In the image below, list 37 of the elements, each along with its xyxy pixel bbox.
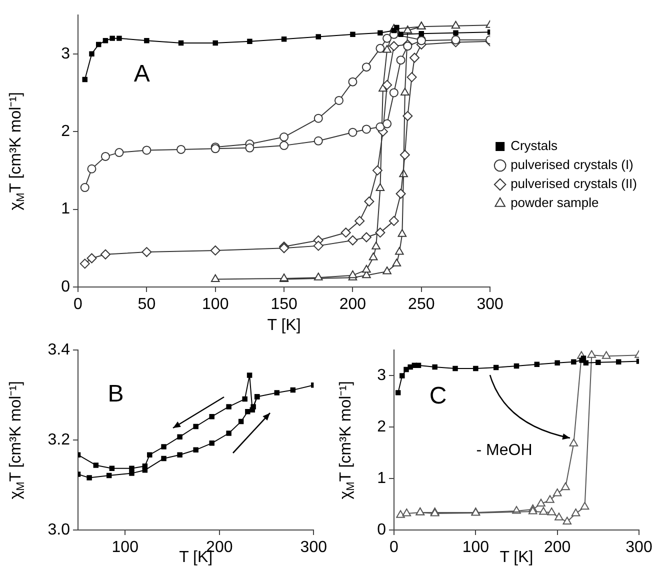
annotation: A	[134, 60, 150, 88]
y-tick-label: 3	[61, 45, 70, 62]
y-axis-title: χMT [cm³K mol⁻¹]	[7, 381, 28, 500]
x-tick-label: 100	[462, 539, 490, 556]
y-tick-label: 3.0	[48, 521, 70, 538]
annotation: C	[429, 382, 447, 410]
y-axis-title: χMT [cm³K mol⁻¹]	[7, 92, 28, 210]
x-tick-label: 200	[339, 296, 366, 314]
x-tick-label: 0	[390, 539, 399, 556]
x-tick-label: 300	[300, 539, 328, 556]
annotation: - MeOH	[476, 442, 532, 460]
x-axis-title: T [K]	[267, 316, 301, 334]
x-tick-label: 300	[476, 296, 504, 314]
x-tick-label: 200	[544, 539, 571, 556]
x-tick-label: 100	[202, 296, 229, 314]
x-tick-label: 0	[74, 296, 83, 314]
x-axis-title: T [K]	[500, 548, 534, 566]
y-tick-label: 3	[377, 367, 386, 384]
legend-label: Crystals	[510, 138, 558, 154]
y-axis-title: χMT [cm³K mol⁻¹]	[337, 381, 358, 500]
y-tick-label: 3.4	[48, 341, 70, 358]
annotation: B	[108, 380, 124, 408]
y-tick-label: 2	[377, 418, 386, 436]
x-tick-label: 100	[112, 539, 139, 556]
y-tick-label: 0	[377, 521, 386, 538]
y-tick-label: 0	[61, 278, 70, 296]
x-tick-label: 250	[408, 296, 435, 314]
y-tick-label: 1	[377, 470, 386, 487]
y-tick-label: 3.2	[48, 431, 70, 448]
x-tick-label: 300	[626, 539, 652, 556]
legend-label: powder sample	[510, 195, 599, 210]
x-tick-label: 50	[138, 296, 156, 314]
y-tick-label: 1	[61, 200, 70, 218]
x-tick-label: 150	[270, 296, 298, 314]
legend-label: pulverised crystals (I)	[510, 157, 634, 172]
y-tick-label: 2	[61, 122, 70, 140]
legend-label: pulverised crystals (II)	[510, 176, 637, 192]
